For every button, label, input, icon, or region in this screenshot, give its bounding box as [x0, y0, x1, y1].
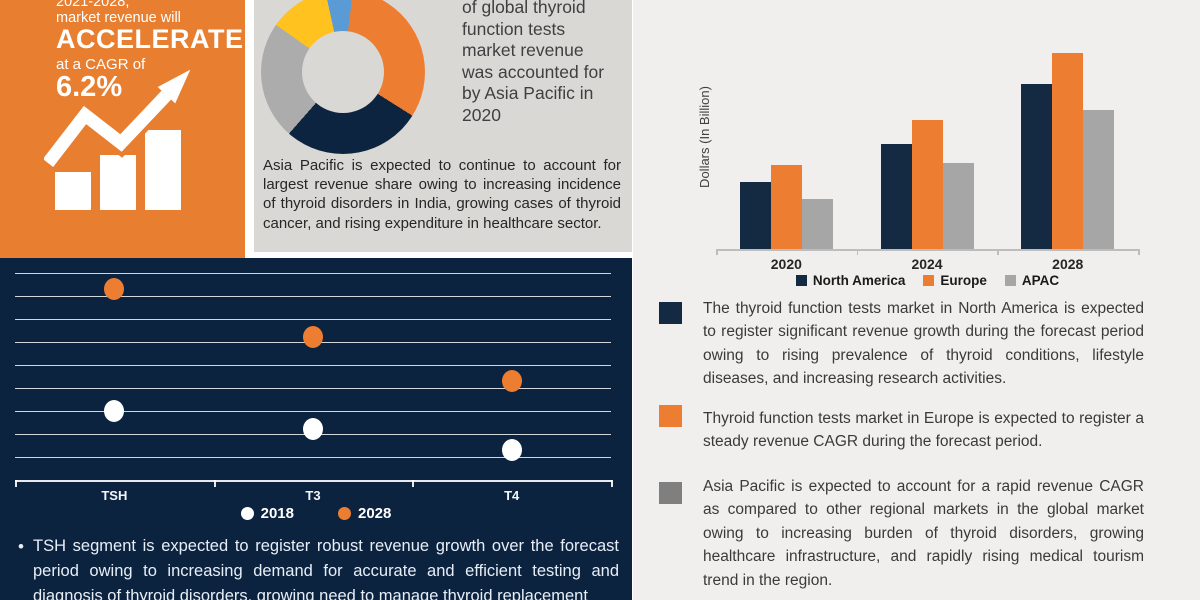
legend-marker — [240, 507, 254, 520]
dot-plot-category-label: T3 — [305, 488, 321, 503]
dot-plot-axis-tick — [412, 480, 415, 487]
dot-plot-legend-item: 2028 — [338, 505, 391, 522]
legend-label: Europe — [940, 273, 987, 288]
dot-plot-gridline — [15, 456, 611, 458]
growth-arrow-icon — [44, 66, 194, 210]
north-america-bullet: The thyroid function tests market in Nor… — [633, 297, 1200, 391]
bar-x-tick-label: 2024 — [911, 256, 943, 272]
promo-accelerate: ACCELERATE — [56, 24, 244, 54]
promo-line: market revenue will — [56, 10, 181, 26]
legend-swatch — [923, 275, 935, 286]
regional-revenue-bar-chart: Dollars (In Billion) 2020 2024 2028 — [633, 0, 1200, 300]
bar-apac-2028 — [1083, 110, 1115, 249]
bar-north-america-2020 — [739, 181, 771, 249]
dot-plot-gridline — [15, 364, 611, 366]
bar-europe-2020 — [770, 165, 802, 249]
asia-pacific-bullet-text: Asia Pacific is expected to account for … — [703, 478, 1144, 589]
bar-legend-item: APAC — [1004, 273, 1060, 288]
legend-swatch — [795, 275, 807, 286]
legend-swatch — [1004, 275, 1016, 286]
asia-pacific-bullet: Asia Pacific is expected to account for … — [633, 475, 1200, 592]
regional-analysis-panel: Dollars (In Billion) 2020 2024 2028 North … — [633, 0, 1200, 600]
bar-legend-item: North America — [795, 273, 906, 288]
dot-plot-legend: 2018 2028 — [0, 505, 632, 522]
data-point-2018-t3 — [303, 418, 323, 441]
bar-x-tick-label: 2020 — [770, 256, 802, 272]
data-point-2028-t3 — [303, 326, 323, 349]
bar-europe-2028 — [1052, 52, 1084, 249]
data-point-2018-tsh — [104, 399, 125, 422]
dot-plot-gridline — [15, 410, 611, 412]
legend-label: North America — [812, 273, 906, 288]
north-america-bullet-text: The thyroid function tests market in Nor… — [703, 300, 1144, 388]
asia-pacific-bullet-marker — [659, 482, 682, 504]
promo-period: 2021-2028, — [56, 0, 130, 10]
bar-axis-tick — [997, 249, 999, 255]
tsh-note: • TSH segment is expected to register ro… — [18, 534, 619, 600]
bar-legend-item: Europe — [923, 273, 987, 288]
dot-plot-axis-tick — [611, 480, 613, 487]
bar-chart-legend: North America Europe APAC — [716, 273, 1139, 288]
dot-plot-gridline — [15, 387, 611, 389]
segment-dot-plot-panel: TSH T3 T4 2018 2028 • TSH segment is expect… — [0, 258, 632, 600]
data-point-2028-t4 — [501, 369, 522, 392]
europe-bullet-marker — [659, 405, 682, 427]
europe-bullet-text: Thyroid function tests market in Europe … — [703, 410, 1144, 451]
data-point-2018-t4 — [501, 439, 522, 462]
bar-chart-y-axis-label: Dollars (In Billion) — [697, 86, 712, 188]
bar-europe-2024 — [911, 119, 943, 249]
dot-plot-category-label: TSH — [101, 488, 128, 503]
bar-axis-tick — [716, 249, 718, 255]
promo-cagr-value: 6.2% — [56, 71, 123, 103]
segment-dot-plot: TSH T3 T4 — [0, 258, 632, 503]
cagr-promo-panel: 2021-2028, market revenue will ACCELERAT… — [0, 0, 245, 258]
dot-plot-gridline — [15, 272, 611, 274]
dot-plot-x-axis — [15, 480, 612, 482]
bar-north-america-2028 — [1021, 83, 1053, 249]
asia-pacific-share-panel: of global thyroid function tests market … — [254, 0, 632, 252]
tsh-note-text: TSH segment is expected to register robu… — [33, 537, 619, 600]
dot-plot-gridline — [15, 295, 611, 297]
legend-label: 2018 — [260, 505, 294, 522]
data-point-2028-tsh — [104, 277, 125, 300]
asia-share-headline: of global thyroid function tests market … — [462, 0, 605, 125]
bullet-marker: • — [18, 537, 24, 556]
bar-axis-tick — [1138, 249, 1140, 255]
legend-marker — [338, 507, 351, 520]
legend-label: 2028 — [358, 505, 392, 522]
europe-bullet: Thyroid function tests market in Europe … — [633, 405, 1200, 454]
dot-plot-category-label: T4 — [504, 488, 520, 503]
asia-share-body: Asia Pacific is expected to continue to … — [263, 157, 621, 232]
bar-north-america-2024 — [880, 143, 912, 249]
bar-x-tick-label: 2028 — [1052, 256, 1084, 272]
dot-plot-axis-tick — [213, 480, 216, 487]
bar-apac-2024 — [942, 162, 974, 249]
dot-plot-gridline — [15, 318, 611, 320]
bar-axis-tick — [856, 249, 859, 255]
bar-chart-x-axis — [716, 249, 1139, 251]
dot-plot-axis-tick — [15, 480, 17, 487]
region-share-donut-chart — [261, 0, 425, 154]
dot-plot-legend-item: 2018 — [240, 505, 294, 522]
north-america-bullet-marker — [659, 302, 682, 324]
legend-label: APAC — [1021, 273, 1060, 288]
promo-cagr-label: at a CAGR of — [56, 56, 146, 73]
bar-apac-2020 — [801, 198, 833, 249]
